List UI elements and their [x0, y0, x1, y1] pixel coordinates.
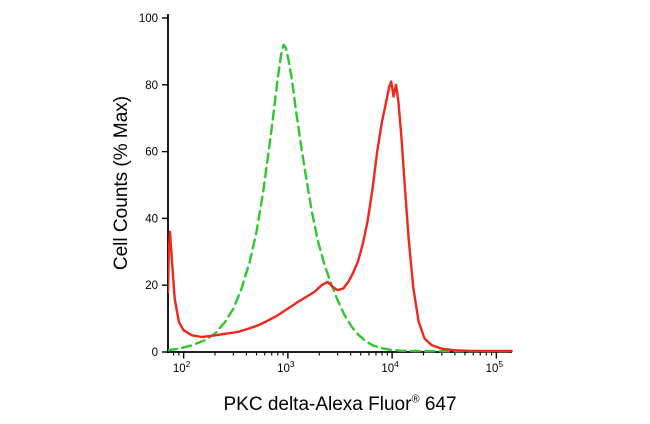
- x-tick-label: 105: [486, 359, 504, 375]
- x-tick-label: 104: [381, 359, 399, 375]
- x-axis-title-text: PKC delta-Alexa Fluor: [223, 394, 412, 415]
- y-tick-label: 40: [145, 213, 158, 225]
- x-axis-title: PKC delta-Alexa Fluor® 647: [223, 394, 456, 416]
- series-curve-pkc-delta-solid-red: [168, 80, 513, 353]
- y-tick-label: 100: [139, 13, 158, 25]
- x-tick-label: 103: [277, 359, 295, 375]
- y-tick-label: 0: [152, 347, 158, 359]
- y-tick-label: 80: [145, 80, 158, 92]
- y-axis-title-text: Cell Counts (% Max): [111, 95, 132, 271]
- y-tick-label: 20: [145, 280, 158, 292]
- x-axis-title-tail: 647: [419, 394, 457, 415]
- registered-trademark-symbol: ®: [411, 393, 420, 406]
- y-tick-label: 60: [145, 147, 158, 159]
- x-tick-label: 102: [173, 359, 191, 375]
- series-curve-control-dashed-green: [168, 43, 513, 353]
- y-axis-title: Cell Counts (% Max): [111, 96, 133, 270]
